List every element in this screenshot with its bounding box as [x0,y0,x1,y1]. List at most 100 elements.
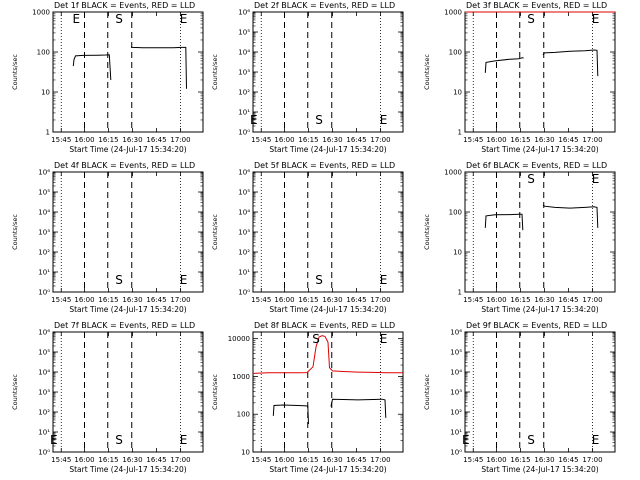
x-tick-label: 16:15 [98,296,118,304]
panel-det-7: Det 7f BLACK = Events, RED = LLD Counts/s… [11,321,204,474]
y-axis-label: Counts/sec [211,214,219,250]
x-tick-label: 16:15 [510,136,530,144]
x-tick-label: 16:00 [486,456,506,464]
y-tick-label: 100 [37,49,50,57]
marker-e: E [72,12,80,26]
y-tick-label: 10⁴ [450,369,462,377]
x-tick-label: 16:45 [346,296,366,304]
x-axis-label: Start Time (24-Jul-17 15:34:20) [269,305,386,314]
y-tick-label: 1000 [32,9,50,17]
x-tick-label: 17:00 [370,456,390,464]
x-tick-label: 16:30 [122,136,142,144]
x-tick-label: 16:30 [122,296,142,304]
x-tick-label: 16:15 [510,456,530,464]
x-tick-label: 16:00 [74,296,94,304]
y-axis-label: Counts/sec [423,374,431,410]
x-tick-label: 17:00 [170,136,190,144]
x-tick-label: 17:00 [582,296,602,304]
y-tick-label: 10⁴ [38,369,50,377]
x-tick-label: 16:30 [534,136,554,144]
y-tick-label: 100 [237,411,250,419]
marker-e: E [250,113,258,127]
marker-s: S [527,12,535,26]
series-line [484,57,524,73]
x-tick-label: 16:45 [146,136,166,144]
marker-s: S [115,273,123,287]
panel-det-3: Det 3f BLACK = Events, RED = LLD Counts/s… [423,1,616,154]
y-tick-label: 10⁵ [38,349,50,357]
x-tick-label: 16:00 [486,296,506,304]
panel-det-4: Det 4f BLACK = Events, RED = LLD Counts/s… [11,161,204,314]
marker-e: E [180,12,188,26]
marker-e: E [380,332,388,346]
y-axis-label: Counts/sec [211,374,219,410]
series-line [484,213,524,231]
x-tick-label: 15:45 [463,136,483,144]
y-tick-label: 10⁵ [238,29,250,37]
y-tick-label: 10² [38,409,50,417]
x-axis-label: Start Time (24-Jul-17 15:34:20) [269,145,386,154]
x-tick-label: 16:45 [146,296,166,304]
x-axis-label: Start Time (24-Jul-17 15:34:20) [481,305,598,314]
y-tick-label: 10³ [238,69,250,77]
plot-title: Det 5f BLACK = Events, RED = LLD [254,161,395,170]
y-tick-label: 10⁴ [238,209,250,217]
x-tick-label: 16:00 [486,136,506,144]
y-tick-label: 10³ [450,389,462,397]
y-tick-label: 1000 [232,373,250,381]
y-tick-label: 100 [449,49,462,57]
y-tick-label: 1 [458,289,462,297]
y-axis-label: Counts/sec [211,54,219,90]
x-tick-label: 16:45 [558,296,578,304]
x-tick-label: 16:15 [510,296,530,304]
x-tick-label: 17:00 [370,136,390,144]
series-line [542,204,599,228]
marker-e: E [592,172,600,186]
y-tick-label: 1000 [444,9,462,17]
marker-e: E [380,273,388,287]
x-tick-label: 16:45 [558,456,578,464]
marker-s: S [115,12,123,26]
x-tick-label: 17:00 [582,136,602,144]
x-tick-label: 16:30 [322,136,342,144]
y-axis-label: Counts/sec [11,214,19,250]
marker-e: E [180,273,188,287]
y-axis-label: Counts/sec [423,54,431,90]
marker-e: E [50,433,58,447]
x-axis-label: Start Time (24-Jul-17 15:34:20) [481,145,598,154]
x-tick-label: 16:00 [274,136,294,144]
y-tick-label: 10¹ [450,429,462,437]
x-tick-label: 15:45 [463,456,483,464]
y-tick-label: 10¹ [238,109,250,117]
y-tick-label: 10⁶ [450,329,462,337]
marker-s: S [312,332,320,346]
y-tick-label: 10⁶ [38,329,50,337]
marker-e: E [380,113,388,127]
x-axis-label: Start Time (24-Jul-17 15:34:20) [69,465,186,474]
y-tick-label: 10⁵ [450,349,462,357]
x-tick-label: 15:45 [51,296,71,304]
panel-det-9: Det 9f BLACK = Events, RED = LLD Counts/s… [423,321,616,474]
y-axis-label: Counts/sec [11,54,19,90]
panel-det-1: Det 1f BLACK = Events, RED = LLD Counts/s… [11,1,204,154]
y-tick-label: 10 [453,249,462,257]
x-tick-label: 15:45 [51,456,71,464]
y-tick-label: 10⁵ [38,189,50,197]
x-tick-label: 15:45 [251,296,271,304]
y-axis-label: Counts/sec [11,374,19,410]
panel-det-8: Det 8f BLACK = Events, RED = LLD Counts/s… [211,321,404,474]
x-tick-label: 16:30 [534,456,554,464]
x-axis-label: Start Time (24-Jul-17 15:34:20) [69,305,186,314]
y-tick-label: 10⁶ [238,9,250,17]
y-axis-label: Counts/sec [423,214,431,250]
x-axis-label: Start Time (24-Jul-17 15:34:20) [69,145,186,154]
plot-title: Det 1f BLACK = Events, RED = LLD [54,1,195,10]
y-tick-label: 10000 [228,335,250,343]
series-line [130,46,187,89]
y-tick-label: 10⁰ [450,449,462,457]
y-tick-label: 10¹ [38,269,50,277]
y-tick-label: 10 [453,89,462,97]
marker-e: E [462,433,470,447]
x-tick-label: 16:00 [74,456,94,464]
series-line [542,49,599,77]
